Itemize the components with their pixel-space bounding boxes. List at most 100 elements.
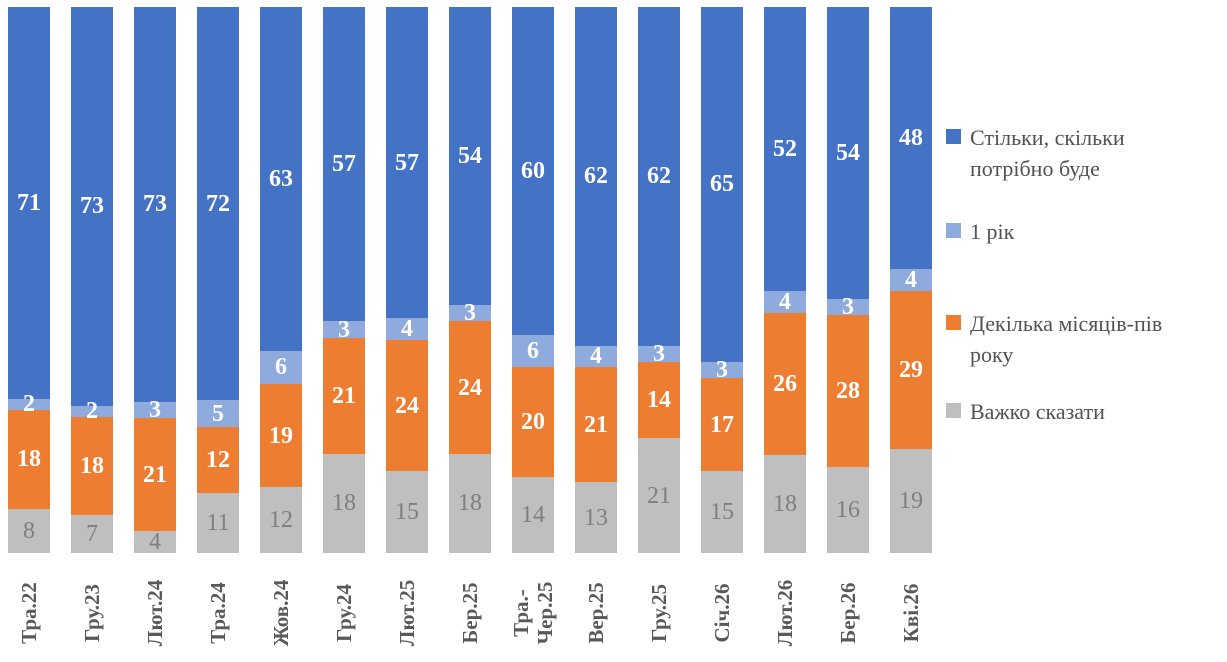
segment-value-label: 13 — [584, 504, 608, 531]
bar-segment: 24 — [386, 340, 428, 472]
bar: 7 18 2 73 — [71, 7, 113, 553]
segment-value-label: 3 — [653, 340, 665, 367]
bar-segment: 73 — [71, 7, 113, 406]
bar-segment: 73 — [134, 7, 176, 402]
segment-value-label: 24 — [395, 392, 419, 419]
bar: 13 21 4 62 — [575, 7, 617, 553]
bar-segment: 19 — [890, 449, 932, 553]
bar-segment: 62 — [575, 7, 617, 346]
segment-value-label: 6 — [527, 338, 539, 364]
segment-value-label: 19 — [269, 422, 293, 449]
segment-value-label: 3 — [149, 396, 161, 423]
segment-value-label: 12 — [269, 507, 293, 534]
segment-value-label: 15 — [395, 499, 419, 526]
bar-segment: 72 — [197, 7, 239, 401]
bar: 15 24 4 57 — [386, 7, 428, 553]
legend-item: Декілька місяців-пів року — [946, 308, 1162, 370]
segment-value-label: 20 — [521, 408, 545, 435]
legend-label: Стільки, скільки потрібно буде — [970, 125, 1125, 181]
bar-segment: 71 — [8, 7, 50, 399]
segment-value-label: 3 — [464, 300, 476, 327]
x-axis-label: Тра.- Чер.25 — [509, 581, 557, 645]
segment-value-label: 73 — [80, 193, 104, 220]
bar: 18 24 3 54 — [449, 7, 491, 553]
legend-item: 1 рік — [946, 216, 1014, 247]
segment-value-label: 3 — [716, 357, 728, 384]
x-axis-label: Бер.25 — [458, 582, 482, 644]
segment-value-label: 52 — [773, 136, 797, 162]
segment-value-label: 54 — [458, 142, 482, 169]
x-axis-label: Гру.25 — [647, 583, 671, 643]
legend-swatch-icon — [946, 403, 961, 418]
legend-swatch-icon — [946, 129, 961, 144]
bar-segment: 3 — [449, 301, 491, 325]
bar-segment: 14 — [512, 476, 554, 553]
segment-value-label: 62 — [647, 163, 671, 190]
bar: 15 17 3 65 — [701, 7, 743, 553]
segment-value-label: 16 — [836, 496, 860, 523]
legend-label: Важко сказати — [970, 399, 1105, 424]
segment-value-label: 6 — [275, 354, 287, 381]
bar-segment: 52 — [764, 7, 806, 291]
bar-segment: 18 — [323, 453, 365, 553]
bar-segment: 60 — [512, 7, 554, 335]
bar-segment: 6 — [260, 351, 302, 384]
bar-segment: 19 — [260, 383, 302, 488]
x-axis-label: Гру.24 — [332, 583, 356, 643]
bar-segment: 3 — [701, 358, 743, 382]
bar-segment: 3 — [827, 295, 869, 319]
bar-segment: 2 — [8, 392, 50, 416]
legend: Стільки, скільки потрібно буде 1 рік Декіл… — [946, 0, 1227, 662]
x-axis-label: Тра.22 — [17, 582, 41, 644]
bar-segment: 48 — [890, 7, 932, 270]
segment-value-label: 26 — [773, 370, 797, 397]
bar-segment: 17 — [701, 378, 743, 472]
segment-value-label: 21 — [647, 482, 671, 509]
bar: 18 21 3 57 — [323, 7, 365, 553]
segment-value-label: 54 — [836, 140, 860, 166]
bar: 4 21 3 73 — [134, 7, 176, 556]
x-axis-label: Січ.26 — [710, 583, 734, 643]
segment-value-label: 4 — [590, 343, 602, 370]
segment-value-label: 18 — [332, 490, 356, 517]
segment-value-label: 72 — [206, 190, 230, 217]
bar-segment: 20 — [512, 367, 554, 477]
segment-value-label: 57 — [332, 151, 356, 178]
bar-segment: 63 — [260, 7, 302, 351]
segment-value-label: 21 — [332, 382, 356, 409]
segment-value-label: 3 — [338, 316, 350, 343]
legend-swatch-icon — [946, 315, 961, 330]
segment-value-label: 60 — [521, 157, 545, 184]
x-axis-label: Тра.24 — [206, 582, 230, 644]
segment-value-label: 65 — [710, 171, 734, 198]
segment-value-label: 57 — [395, 149, 419, 176]
segment-value-label: 21 — [584, 411, 608, 438]
legend-swatch-icon — [946, 223, 961, 238]
bar-segment: 4 — [134, 529, 176, 556]
segment-value-label: 4 — [149, 529, 161, 556]
bar: 11 12 5 72 — [197, 7, 239, 553]
bar-segment: 21 — [323, 337, 365, 454]
bar-segment: 4 — [890, 268, 932, 292]
bar-segment: 8 — [8, 508, 50, 553]
bar-segment: 18 — [71, 416, 113, 515]
segment-value-label: 63 — [269, 166, 293, 193]
segment-value-label: 5 — [212, 400, 224, 427]
x-axis-label: Кві.26 — [899, 583, 923, 643]
segment-value-label: 17 — [710, 411, 734, 438]
bar-segment: 57 — [386, 7, 428, 319]
segment-value-label: 28 — [836, 377, 860, 404]
bar-segment: 12 — [260, 487, 302, 553]
bar-segment: 21 — [134, 417, 176, 532]
bar: 12 19 6 63 — [260, 7, 302, 553]
x-axis-label: Лют.25 — [395, 579, 419, 647]
bar-segment: 54 — [827, 7, 869, 299]
bar-segment: 3 — [323, 318, 365, 342]
segment-value-label: 14 — [647, 387, 671, 414]
bar-segment: 6 — [512, 334, 554, 368]
segment-value-label: 29 — [899, 357, 923, 384]
x-axis-label: Бер.26 — [836, 582, 860, 644]
x-axis-label: Лют.24 — [143, 579, 167, 647]
x-axis-label: Гру.23 — [80, 583, 104, 643]
